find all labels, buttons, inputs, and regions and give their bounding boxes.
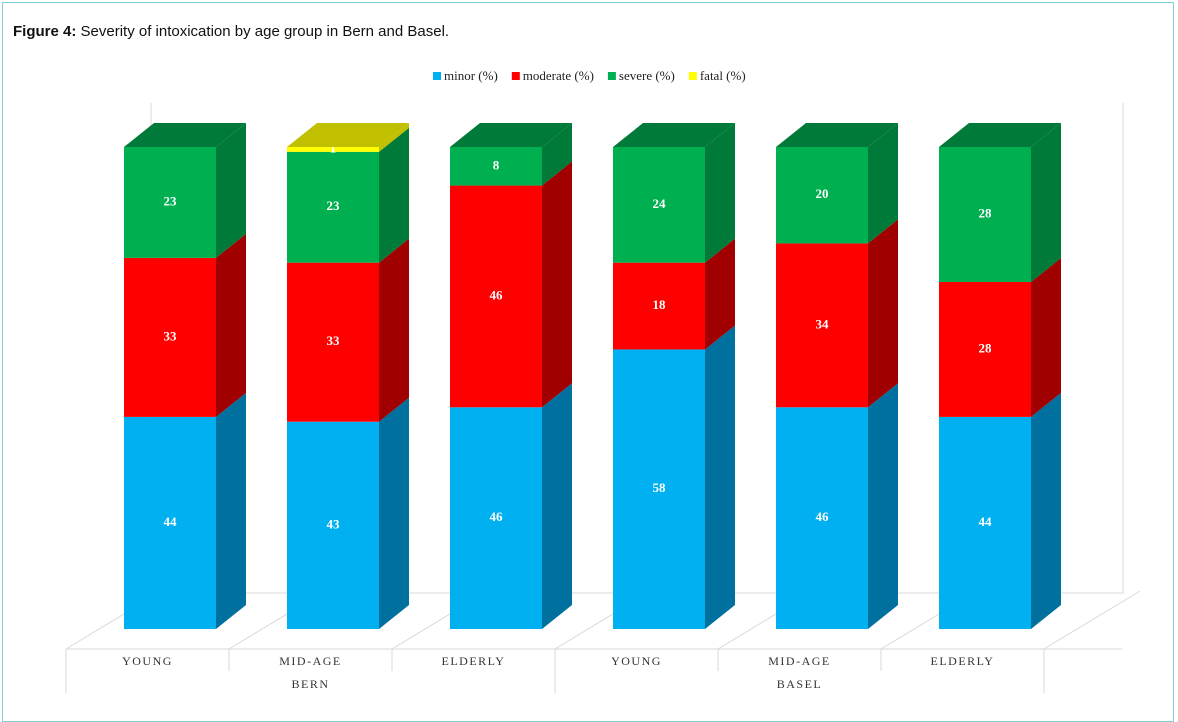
- value-label: 44: [164, 514, 178, 529]
- bar-side: [216, 123, 246, 258]
- bar-side: [379, 397, 409, 629]
- bar-side: [379, 123, 409, 152]
- x-tick-label: ELDERLY: [931, 654, 995, 668]
- value-label: 34: [816, 316, 830, 331]
- x-tick-label: ELDERLY: [442, 654, 506, 668]
- x-tick-label: YOUNG: [611, 654, 662, 668]
- bar: [939, 416, 1031, 629]
- value-label: 18: [653, 297, 667, 312]
- bar: [613, 349, 705, 629]
- value-label: 46: [816, 509, 830, 524]
- bar: [450, 147, 542, 186]
- value-label: 1: [330, 140, 337, 155]
- bar: [287, 421, 379, 629]
- legend-swatch: [433, 72, 441, 80]
- value-label: 44: [979, 514, 993, 529]
- bar: [450, 185, 542, 408]
- legend-label: severe (%): [619, 68, 675, 83]
- bar-side: [868, 383, 898, 629]
- legend-swatch: [688, 72, 697, 80]
- value-label: 23: [327, 198, 341, 213]
- legend-swatch: [511, 72, 520, 80]
- value-label: 46: [490, 509, 504, 524]
- x-tick-label: YOUNG: [122, 654, 173, 668]
- value-label: 8: [493, 157, 500, 172]
- bar: [776, 243, 868, 408]
- bar: [124, 416, 216, 629]
- bar: [613, 262, 705, 350]
- value-label: 23: [164, 193, 178, 208]
- value-label: 28: [979, 205, 993, 220]
- bar: [776, 407, 868, 629]
- bar-side: [705, 123, 735, 263]
- title-label: Figure 4:: [13, 23, 77, 40]
- legend-label: moderate (%): [523, 68, 594, 83]
- floor-line: [1043, 590, 1141, 650]
- legend-label: fatal (%): [700, 68, 746, 83]
- bar-side: [705, 238, 735, 350]
- bar: [939, 147, 1031, 282]
- legend-swatch: [607, 72, 616, 80]
- bar-top: [287, 123, 409, 147]
- bar: [124, 147, 216, 258]
- x-tick-label: MID-AGE: [768, 654, 831, 668]
- bar-side: [379, 127, 409, 263]
- bar-top: [613, 123, 735, 147]
- bar-top: [450, 123, 572, 147]
- bar-side: [1031, 123, 1061, 282]
- value-label: 33: [164, 328, 178, 343]
- bar: [287, 262, 379, 422]
- title-text: Severity of intoxication by age group in…: [80, 23, 450, 40]
- bar-side: [1031, 257, 1061, 417]
- bar-top: [124, 123, 246, 147]
- legend-label: minor (%): [444, 68, 498, 83]
- bar-side: [542, 123, 572, 186]
- figure-title: Figure 4: Severity of intoxication by ag…: [13, 23, 449, 40]
- group-label: BASEL: [777, 677, 823, 691]
- bar-side: [542, 383, 572, 629]
- bar: [287, 151, 379, 263]
- value-label: 20: [816, 186, 829, 201]
- bar-side: [868, 123, 898, 244]
- x-tick-label: MID-AGE: [279, 654, 342, 668]
- value-label: 33: [327, 333, 341, 348]
- bar-side: [216, 392, 246, 629]
- value-label: 46: [490, 287, 504, 302]
- value-label: 43: [327, 516, 341, 531]
- bar-side: [1031, 392, 1061, 629]
- bar-side: [216, 233, 246, 417]
- bar-side: [542, 161, 572, 408]
- chart: minor (%) moderate (%) severe (%) fatal (%)…: [65, 68, 1141, 693]
- bar: [613, 147, 705, 263]
- bar-side: [705, 325, 735, 629]
- bar: [776, 147, 868, 244]
- value-label: 58: [653, 480, 667, 495]
- bar: [124, 257, 216, 417]
- bar: [939, 281, 1031, 417]
- value-label: 24: [653, 196, 667, 211]
- bar-top: [776, 123, 898, 147]
- bar-side: [379, 238, 409, 422]
- bar: [450, 407, 542, 629]
- value-label: 28: [979, 340, 993, 355]
- bar-top: [939, 123, 1061, 147]
- bar-side: [868, 219, 898, 408]
- group-label: BERN: [291, 677, 329, 691]
- bar: [287, 147, 379, 152]
